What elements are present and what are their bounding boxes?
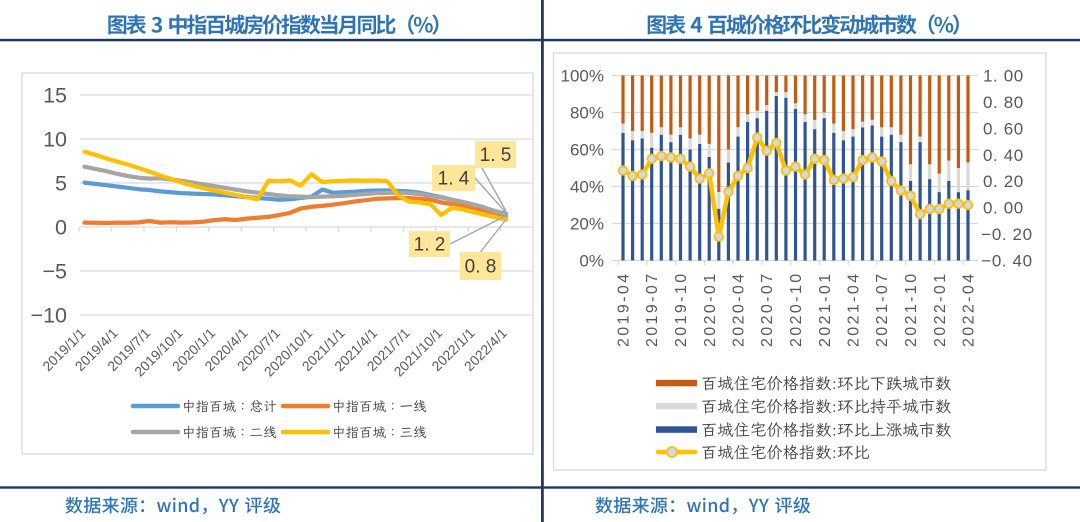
svg-text:0. 20: 0. 20 — [983, 172, 1024, 191]
svg-text:0. 00: 0. 00 — [983, 199, 1024, 218]
svg-text:15: 15 — [43, 84, 67, 108]
svg-text:40%: 40% — [570, 178, 604, 197]
svg-text:0%: 0% — [579, 252, 604, 271]
svg-text:2019-04: 2019-04 — [616, 272, 633, 348]
svg-text:2022-04: 2022-04 — [961, 272, 978, 348]
svg-text:0. 40: 0. 40 — [983, 146, 1024, 165]
svg-text:2020-10: 2020-10 — [788, 272, 805, 348]
svg-text:5: 5 — [55, 172, 67, 196]
svg-text:1. 2: 1. 2 — [414, 235, 446, 256]
svg-text:80%: 80% — [570, 104, 604, 123]
svg-text:0. 60: 0. 60 — [983, 119, 1024, 138]
svg-text:1. 4: 1. 4 — [438, 169, 470, 190]
svg-text:2019-07: 2019-07 — [644, 272, 661, 348]
svg-text:0: 0 — [55, 216, 67, 240]
svg-text:2021-04: 2021-04 — [846, 272, 863, 348]
svg-text:60%: 60% — [570, 141, 604, 160]
svg-text:2020-04: 2020-04 — [731, 272, 748, 348]
svg-text:2021-01: 2021-01 — [817, 272, 834, 348]
svg-text:2022-01: 2022-01 — [932, 272, 949, 348]
svg-text:20%: 20% — [570, 215, 604, 234]
svg-text:2019-10: 2019-10 — [673, 272, 690, 348]
svg-text:2021-07: 2021-07 — [874, 272, 891, 348]
svg-text:−10: −10 — [31, 304, 68, 328]
svg-text:1. 00: 1. 00 — [983, 67, 1024, 86]
svg-text:0. 80: 0. 80 — [983, 93, 1024, 112]
svg-text:−0. 40: −0. 40 — [981, 252, 1032, 271]
svg-text:−0. 20: −0. 20 — [981, 225, 1032, 244]
svg-text:2020-01: 2020-01 — [702, 272, 719, 348]
svg-text:0. 8: 0. 8 — [465, 257, 497, 278]
svg-text:100%: 100% — [561, 67, 604, 86]
svg-text:1. 5: 1. 5 — [480, 145, 512, 166]
svg-text:−5: −5 — [42, 260, 67, 284]
svg-text:2021-10: 2021-10 — [903, 272, 920, 348]
svg-text:2020-07: 2020-07 — [759, 272, 776, 348]
svg-text:10: 10 — [43, 128, 67, 152]
